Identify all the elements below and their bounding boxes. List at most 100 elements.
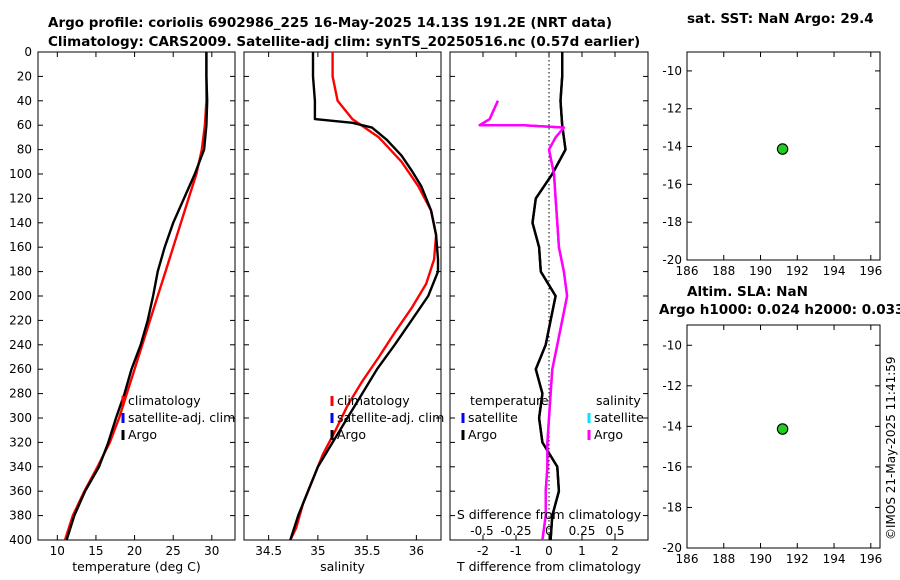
sst_map-axes-box bbox=[686, 51, 881, 261]
argo-float-location-marker bbox=[776, 423, 789, 435]
depth-tick-label: 280 bbox=[9, 387, 32, 401]
depth-tick-label: 200 bbox=[9, 289, 32, 303]
sst_map-ytick-label: -16 bbox=[662, 177, 682, 191]
depth-tick-label: 260 bbox=[9, 362, 32, 376]
figure-title-line1: Argo profile: coriolis 6902986_225 16-Ma… bbox=[48, 15, 612, 31]
differences-xtick-label: -1 bbox=[510, 544, 522, 558]
temperature-xtick-label: 30 bbox=[204, 544, 219, 558]
depth-tick-label: 340 bbox=[9, 460, 32, 474]
diff-series-t-argo bbox=[531, 52, 567, 541]
sla_map-ytick-label: -12 bbox=[662, 379, 682, 393]
sla_map-xtick-label: 194 bbox=[823, 552, 846, 566]
argo-float-location-marker bbox=[776, 143, 789, 155]
legend-label: climatology bbox=[337, 393, 410, 408]
sst_map-xtick-label: 190 bbox=[749, 264, 772, 278]
sla_map-panel: 186 188 190 192 194 196 -10 -12 -14 -16 -18 -20 bbox=[662, 324, 882, 566]
depth-tick-label: 300 bbox=[9, 411, 32, 425]
salinity-diff-tick-label: -0.25 bbox=[500, 524, 531, 538]
sla_map-ytick-label: -10 bbox=[662, 338, 682, 352]
differences-xtick-label: -2 bbox=[477, 544, 489, 558]
sla_map-axes-box bbox=[686, 324, 881, 549]
imos-timestamp: ©IMOS 21-May-2025 11:41:59 bbox=[884, 356, 898, 540]
legend-label: Argo bbox=[468, 427, 497, 442]
salinity-diff-axis-label: S difference from climatology bbox=[457, 507, 642, 522]
depth-tick-label: 40 bbox=[17, 94, 32, 108]
salinity-panel: 34.5 35 35.5 36 salinity climatology satellite… bbox=[243, 51, 444, 574]
depth-tick-label: 0 bbox=[24, 45, 32, 59]
sla_map-xtick-label: 190 bbox=[749, 552, 772, 566]
temperature-series-argo bbox=[65, 52, 209, 541]
legend-label: satellite bbox=[468, 410, 518, 425]
salinity-diff-tick-label: 0 bbox=[545, 524, 553, 538]
sla_map-xtick-label: 196 bbox=[859, 552, 882, 566]
sla_map-ytick-label: -18 bbox=[662, 500, 682, 514]
depth-tick-label: 100 bbox=[9, 167, 32, 181]
legend-label: satellite bbox=[594, 410, 644, 425]
legend-label: climatology bbox=[128, 393, 201, 408]
depth-tick-label: 80 bbox=[17, 143, 32, 157]
salinity-xtick-label: 34.5 bbox=[255, 544, 282, 558]
legend-label: satellite-adj. clim bbox=[337, 410, 444, 425]
sst_map-xtick-label: 196 bbox=[859, 264, 882, 278]
diff-series-s-argo bbox=[478, 100, 569, 541]
legend-label: Argo bbox=[594, 427, 623, 442]
depth-tick-label: 320 bbox=[9, 435, 32, 449]
sla-map-title-line2: Argo h1000: 0.024 h2000: 0.033 bbox=[659, 302, 900, 318]
sst-map-title: sat. SST: NaN Argo: 29.4 bbox=[687, 11, 874, 27]
sla_map-ytick-label: -20 bbox=[662, 541, 682, 555]
sla_map-ytick-label: -16 bbox=[662, 460, 682, 474]
salinity-xlabel: salinity bbox=[320, 559, 365, 574]
differences-xtick-label: 0 bbox=[545, 544, 553, 558]
differences-xlabel: T difference from climatology bbox=[456, 559, 642, 574]
depth-tick-label: 120 bbox=[9, 191, 32, 205]
legend-label: Argo bbox=[128, 427, 157, 442]
legend-label: Argo bbox=[337, 427, 366, 442]
legend-salinity-title: salinity bbox=[596, 393, 641, 408]
sst_map-xtick-label: 188 bbox=[712, 264, 735, 278]
depth-tick-label: 220 bbox=[9, 313, 32, 327]
sst_map-ytick-label: -20 bbox=[662, 253, 682, 267]
depth-tick-label: 60 bbox=[17, 118, 32, 132]
temperature-panel: 10 15 20 25 30020406080100120140160180200220… bbox=[9, 45, 236, 574]
differences-panel: -2 -1 0 1 2T difference from climatology S di… bbox=[449, 51, 649, 574]
sla_map-xtick-label: 188 bbox=[712, 552, 735, 566]
depth-tick-label: 140 bbox=[9, 216, 32, 230]
depth-tick-label: 360 bbox=[9, 484, 32, 498]
sst_map-xtick-label: 194 bbox=[823, 264, 846, 278]
depth-tick-label: 160 bbox=[9, 240, 32, 254]
salinity-diff-tick-label: 0.25 bbox=[569, 524, 596, 538]
sst_map-panel: 186 188 190 192 194 196 -10 -12 -14 -16 -18 -20 bbox=[662, 51, 882, 278]
salinity-axes-box bbox=[243, 51, 442, 541]
temperature-xtick-label: 20 bbox=[127, 544, 142, 558]
sst_map-xtick-label: 192 bbox=[786, 264, 809, 278]
differences-xtick-label: 2 bbox=[611, 544, 619, 558]
depth-tick-label: 240 bbox=[9, 338, 32, 352]
depth-tick-label: 400 bbox=[9, 533, 32, 547]
salinity-series-argo bbox=[289, 52, 440, 541]
figure-title-line2: Climatology: CARS2009. Satellite-adj cli… bbox=[48, 34, 640, 50]
salinity-xtick-label: 35.5 bbox=[354, 544, 381, 558]
temperature-xtick-label: 15 bbox=[88, 544, 103, 558]
depth-tick-label: 380 bbox=[9, 509, 32, 523]
temperature-xtick-label: 10 bbox=[50, 544, 65, 558]
sst_map-ytick-label: -10 bbox=[662, 64, 682, 78]
salinity-xtick-label: 35 bbox=[310, 544, 325, 558]
differences-xtick-label: 1 bbox=[578, 544, 586, 558]
sst_map-ytick-label: -18 bbox=[662, 215, 682, 229]
legend-temperature-title: temperature bbox=[470, 393, 549, 408]
depth-tick-label: 180 bbox=[9, 265, 32, 279]
depth-tick-label: 20 bbox=[17, 69, 32, 83]
sla_map-ytick-label: -14 bbox=[662, 419, 682, 433]
sla_map-xtick-label: 186 bbox=[676, 552, 699, 566]
sla-map-title-line1: Altim. SLA: NaN bbox=[687, 284, 808, 300]
sst_map-ytick-label: -12 bbox=[662, 102, 682, 116]
salinity-diff-tick-label: 0.5 bbox=[605, 524, 624, 538]
temperature-xtick-label: 25 bbox=[166, 544, 181, 558]
sst_map-ytick-label: -14 bbox=[662, 140, 682, 154]
temperature-xlabel: temperature (deg C) bbox=[72, 559, 201, 574]
salinity-diff-tick-label: -0.5 bbox=[470, 524, 493, 538]
salinity-xtick-label: 36 bbox=[409, 544, 424, 558]
legend-label: satellite-adj. clim bbox=[128, 410, 235, 425]
temperature-axes-box bbox=[37, 51, 236, 541]
